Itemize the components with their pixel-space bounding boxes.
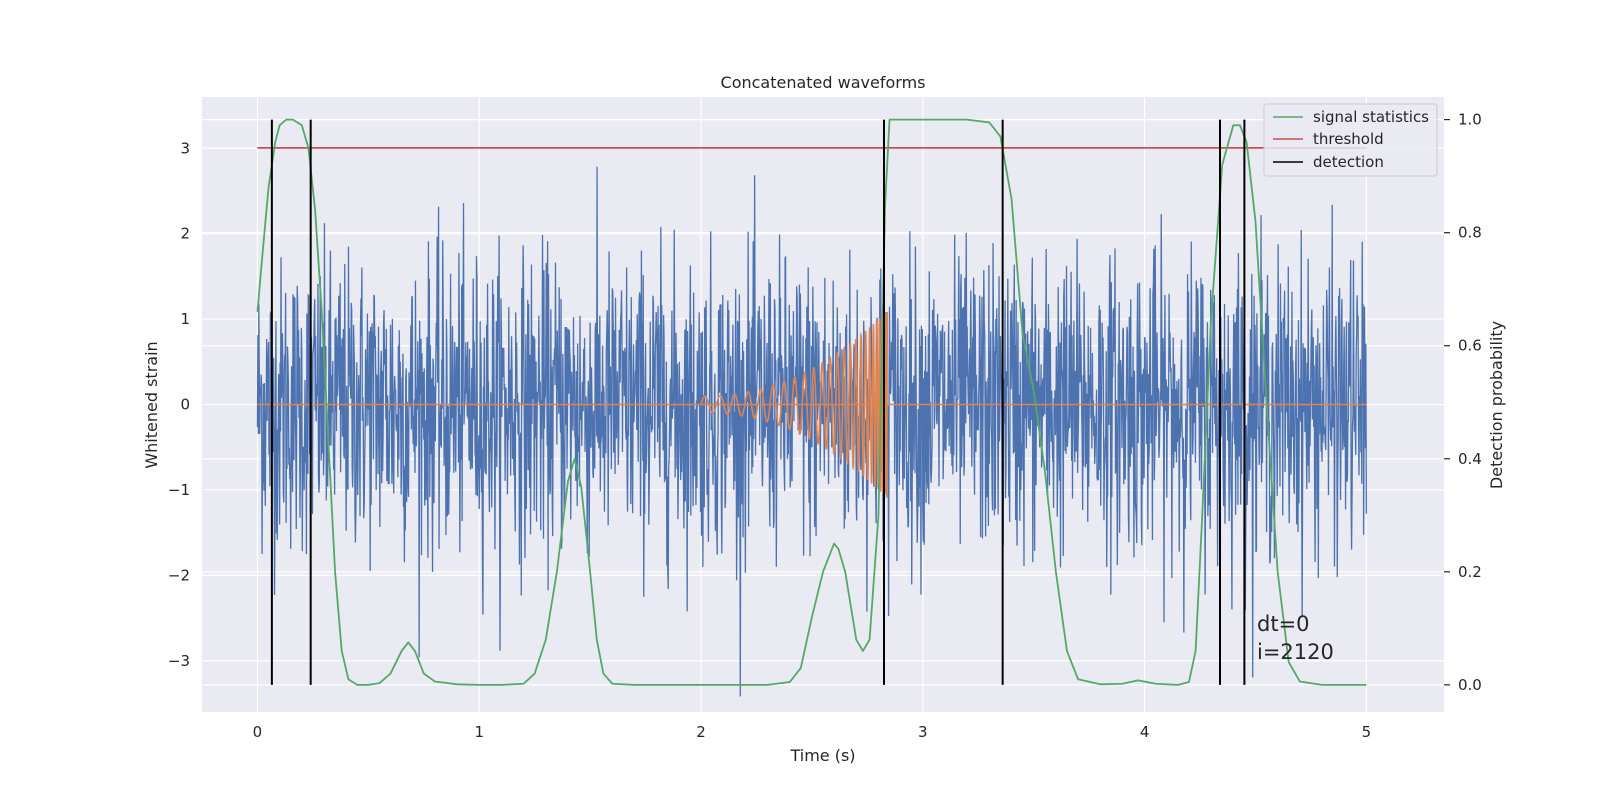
annotation-index: i=2120 [1257,640,1334,664]
y-tick-label-1: −2 [168,566,190,584]
y2-tick-label-4: 0.8 [1458,224,1482,242]
x-axis-label: Time (s) [789,746,855,765]
x-tick-label-1: 1 [474,723,484,741]
y2-ticks: 0.0 0.2 0.4 0.6 0.8 1.0 [1444,111,1482,694]
annotation-dt: dt=0 [1257,612,1310,636]
x-tick-label-5: 5 [1362,723,1372,741]
y2-axis-label: Detection probability [1487,321,1506,489]
y2-tick-label-1: 0.2 [1458,563,1482,581]
y2-tick-label-5: 1.0 [1458,111,1482,129]
y2-tick-label-2: 0.4 [1458,450,1482,468]
x-tick-label-2: 2 [696,723,706,741]
detection-lines [270,119,1246,685]
x-ticks: 0 1 2 3 4 5 [253,723,1371,741]
legend-label-detection: detection [1313,153,1384,171]
legend-label-signal: signal statistics [1313,108,1429,126]
strain-series [256,166,1368,697]
waveform-series [257,311,1367,498]
y-tick-label-4: 1 [180,310,190,328]
y-tick-label-5: 2 [180,225,190,243]
y-tick-label-3: 0 [180,396,190,414]
signal-statistics-line [256,118,1367,686]
x-tick-label-3: 3 [918,723,928,741]
x-tick-label-0: 0 [253,723,263,741]
y2-tick-label-0: 0.0 [1458,676,1482,694]
y-tick-label-0: −3 [168,652,190,670]
signal-statistics-series [256,118,1367,686]
y-tick-label-6: 3 [180,139,190,157]
y-ticks: −3 −2 −1 0 1 2 3 [168,139,190,670]
y-tick-label-2: −1 [168,481,190,499]
waveform-line [700,311,889,498]
y-axis-label: Whitened strain [142,341,161,468]
legend-label-threshold: threshold [1313,130,1384,148]
legend: signal statistics threshold detection [1263,103,1438,177]
legend-box [1263,103,1438,177]
strain-line [256,166,1368,697]
y2-tick-label-3: 0.6 [1458,337,1482,355]
x-tick-label-4: 4 [1140,723,1150,741]
chart-title: Concatenated waveforms [721,73,926,92]
